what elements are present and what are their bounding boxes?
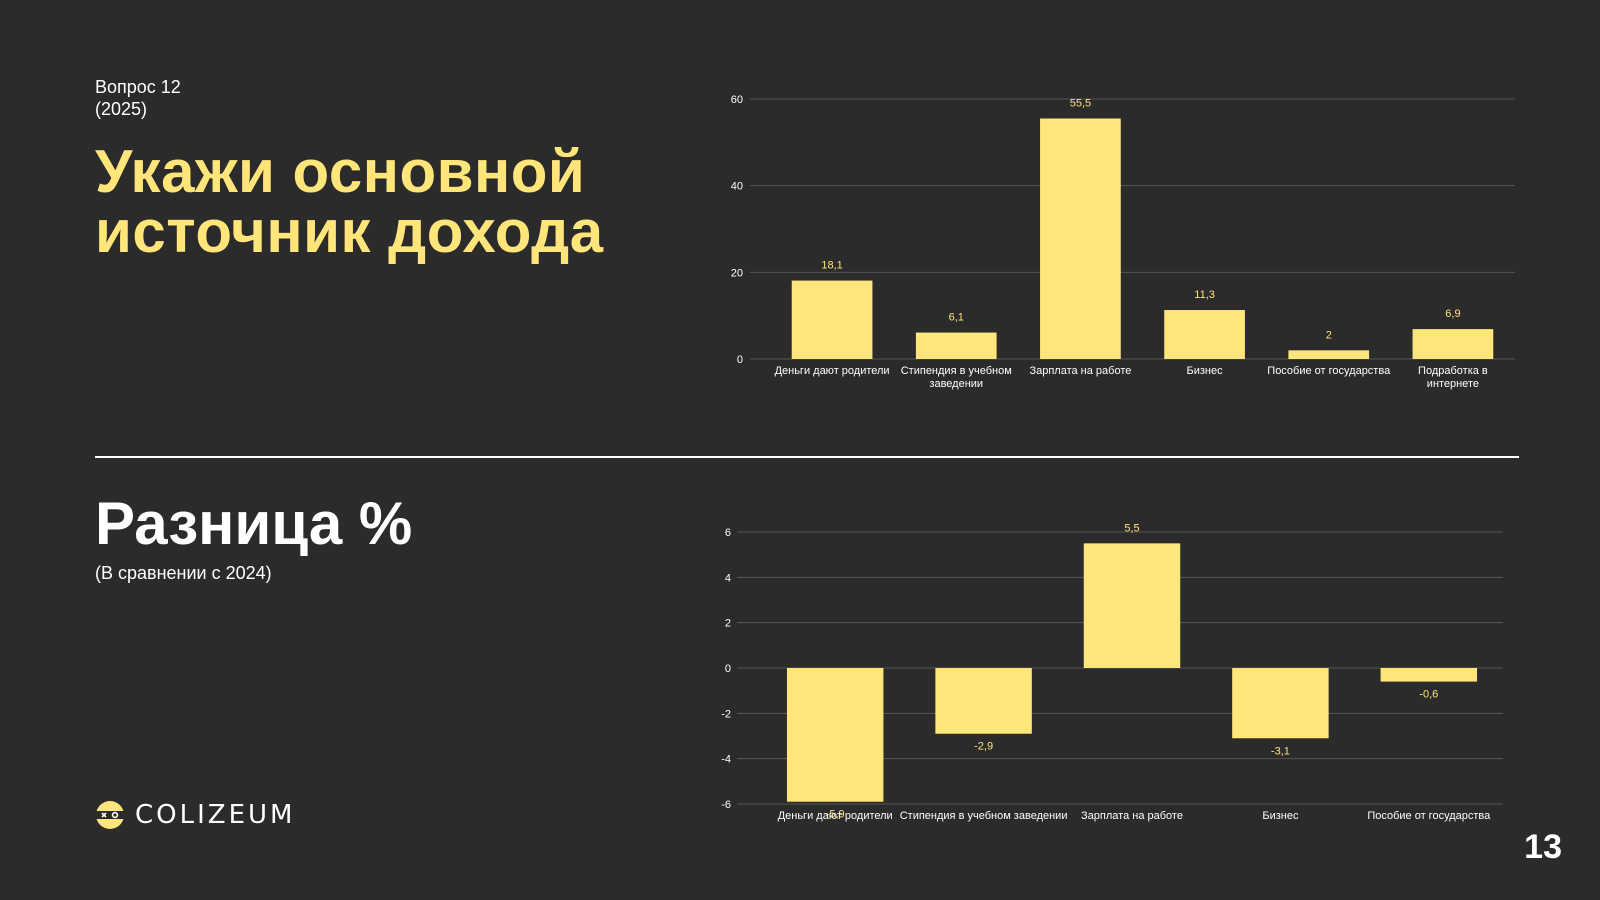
bar <box>1288 350 1370 359</box>
y-tick-label: 2 <box>725 618 731 630</box>
page-title-line-1: Укажи основной <box>95 138 586 205</box>
page-number: 13 <box>1524 828 1562 866</box>
category-label: Зарплата на работе <box>1029 365 1131 377</box>
data-label: 18,1 <box>821 260 842 272</box>
bar <box>786 668 884 802</box>
page-title-line-2: источник дохода <box>95 198 604 265</box>
category-label: Пособие от государства <box>1267 365 1391 377</box>
bar <box>915 332 997 359</box>
category-label: Подработка в <box>1418 365 1488 377</box>
y-tick-label: 0 <box>737 354 743 366</box>
bar <box>1083 543 1181 668</box>
category-label: Пособие от государства <box>1367 810 1491 822</box>
y-tick-label: -6 <box>721 799 731 811</box>
data-label: -3,1 <box>1271 745 1290 757</box>
y-tick-label: -2 <box>721 708 731 720</box>
page-title: Укажи основной источник дохода <box>95 142 604 262</box>
category-label: заведении <box>929 378 983 390</box>
y-tick-label: 6 <box>725 527 731 539</box>
y-tick-label: 4 <box>725 572 731 584</box>
data-label: -0,6 <box>1419 689 1438 701</box>
section-divider <box>95 456 1519 458</box>
bar <box>1232 668 1329 739</box>
data-label: 11,3 <box>1194 289 1215 301</box>
data-label: 2 <box>1326 329 1332 341</box>
diff-title: Разница % <box>95 490 413 557</box>
logo-text: COLIZEUM <box>135 800 296 830</box>
data-label: 5,5 <box>1124 522 1139 534</box>
category-label: Зарплата на работе <box>1081 810 1183 822</box>
data-label: -2,9 <box>974 741 993 753</box>
category-label: Бизнес <box>1262 810 1299 822</box>
data-label: 6,1 <box>949 312 964 324</box>
category-label: Бизнес <box>1187 365 1224 377</box>
data-label: 55,5 <box>1070 98 1091 110</box>
bar <box>1412 329 1494 359</box>
y-tick-label: 0 <box>725 663 731 675</box>
question-year: (2025) <box>95 99 148 119</box>
category-label: Стипендия в учебном <box>901 365 1012 377</box>
category-label: интернете <box>1427 378 1479 390</box>
bar <box>935 668 1032 734</box>
category-label: Деньги дают родители <box>775 365 890 377</box>
y-tick-label: 40 <box>731 181 743 193</box>
bar <box>1380 668 1478 682</box>
bar <box>1164 310 1245 359</box>
question-label: Вопрос 12 (2025) <box>95 76 181 120</box>
diff-subtitle: (В сравнении с 2024) <box>95 563 272 583</box>
colizeum-logo: COLIZEUM <box>95 800 295 830</box>
y-tick-label: -4 <box>721 754 731 766</box>
bar <box>791 280 873 359</box>
category-label: Стипендия в учебном заведении <box>900 810 1068 822</box>
mask-logo-icon <box>96 801 124 829</box>
y-tick-label: 60 <box>731 94 743 106</box>
data-label: -5,9 <box>826 809 845 821</box>
bar <box>1040 118 1121 359</box>
data-label: 6,9 <box>1445 308 1460 320</box>
category-label: Деньги дают родители <box>778 810 893 822</box>
question-number: Вопрос 12 <box>95 77 181 97</box>
y-tick-label: 20 <box>731 267 743 279</box>
